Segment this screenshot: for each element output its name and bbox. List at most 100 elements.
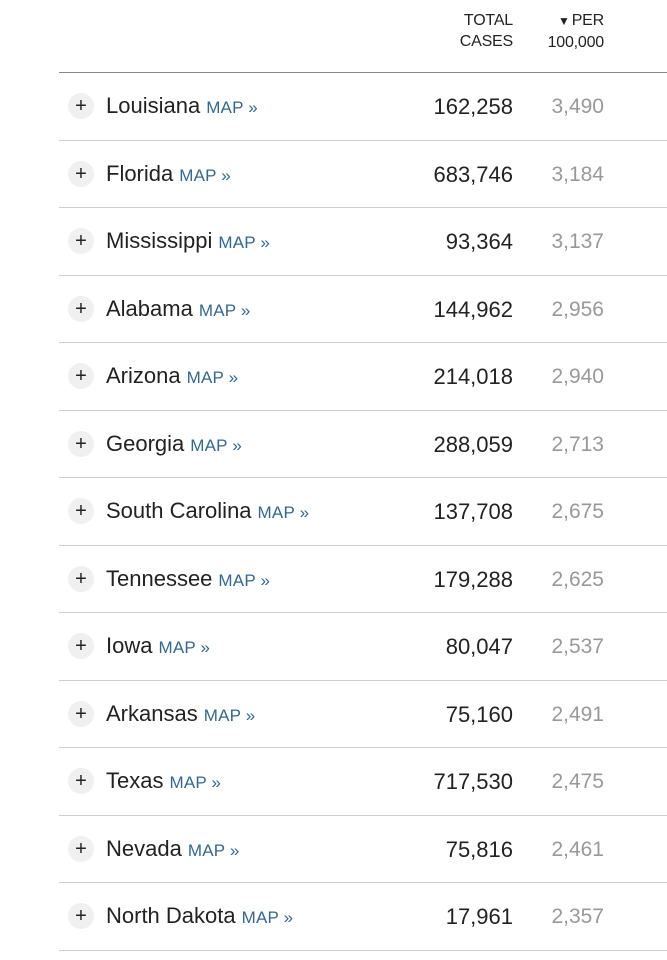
map-link[interactable]: MAP »	[241, 908, 294, 927]
state-name-cell: North Dakota MAP »	[106, 902, 293, 932]
state-name-cell: Tennessee MAP »	[106, 565, 270, 595]
plus-icon[interactable]: +	[68, 295, 94, 322]
map-link[interactable]: MAP »	[179, 165, 231, 185]
per-100000-value: 2,940	[551, 365, 604, 388]
state-name-cell: Iowa MAP »	[106, 632, 210, 662]
state-name: Florida	[106, 160, 174, 186]
total-cases-value: 683,746	[433, 161, 513, 187]
per-100000-value: 2,461	[551, 837, 604, 861]
total-cases-value: 80,047	[445, 634, 513, 659]
map-link[interactable]: MAP »	[218, 233, 271, 252]
state-name: Mississippi	[106, 228, 213, 253]
state-name: Georgia	[106, 430, 185, 456]
per-100000-value: 2,625	[551, 567, 604, 591]
total-cases-value: 17,961	[445, 904, 513, 929]
state-name-cell: Nevada MAP »	[106, 835, 240, 865]
per-header-line1: PER	[571, 12, 605, 29]
column-header-total-cases[interactable]: TOTAL CASES	[460, 10, 513, 52]
plus-icon[interactable]: +	[68, 903, 94, 929]
per-100000-value: 2,491	[551, 702, 604, 726]
state-name: Nevada	[106, 835, 182, 861]
table-row: + Arkansas MAP » 75,160 2,491	[59, 681, 667, 748]
state-name-cell: Arizona MAP »	[106, 362, 238, 392]
table-row: + Georgia MAP » 288,059 2,713	[59, 411, 667, 478]
total-cases-value: 75,816	[445, 836, 513, 862]
total-cases-value: 162,258	[433, 94, 513, 119]
total-cases-value: 75,160	[445, 701, 513, 727]
state-name-cell: Mississippi MAP »	[106, 227, 270, 257]
state-name-cell: Georgia MAP »	[106, 430, 242, 460]
table-row: + South Carolina MAP » 137,708 2,675	[59, 478, 667, 546]
plus-icon[interactable]: +	[68, 93, 94, 119]
plus-icon[interactable]: +	[68, 160, 94, 187]
map-link[interactable]: MAP »	[186, 368, 239, 387]
state-name: Arizona	[106, 363, 181, 388]
per-header-line2: 100,000	[547, 34, 605, 51]
map-link[interactable]: MAP »	[218, 570, 271, 590]
total-cases-value: 288,059	[433, 431, 513, 457]
total-header-line1: TOTAL	[463, 12, 513, 29]
plus-icon[interactable]: +	[68, 835, 94, 862]
per-100000-value: 2,675	[551, 500, 604, 523]
state-name-cell: Alabama MAP »	[106, 295, 251, 325]
table-row: + Nevada MAP » 75,816 2,461	[59, 816, 667, 883]
state-name-cell: Arkansas MAP »	[106, 700, 255, 730]
per-100000-value: 2,357	[551, 905, 604, 928]
map-link[interactable]: MAP »	[198, 300, 251, 320]
table-row: + Mississippi MAP » 93,364 3,137	[59, 208, 667, 276]
state-name: South Carolina	[106, 498, 252, 523]
plus-icon[interactable]: +	[68, 700, 94, 727]
per-100000-value: 2,475	[551, 770, 604, 793]
total-cases-value: 137,708	[433, 499, 513, 524]
map-link[interactable]: MAP »	[158, 638, 211, 657]
table-row: + Alabama MAP » 144,962 2,956	[59, 276, 667, 343]
plus-icon[interactable]: +	[68, 633, 94, 659]
table-row: + Louisiana MAP » 162,258 3,490	[59, 73, 667, 141]
per-100000-value: 3,184	[551, 162, 604, 186]
table-header: TOTAL CASES ▼ PER 100,000	[0, 0, 667, 73]
total-cases-value: 214,018	[433, 364, 513, 389]
column-header-per-100000[interactable]: ▼ PER 100,000	[547, 10, 605, 53]
table-row: + Texas MAP » 717,530 2,475	[59, 748, 667, 816]
map-link[interactable]: MAP »	[190, 435, 242, 455]
plus-icon[interactable]: +	[68, 565, 94, 592]
plus-icon[interactable]: +	[68, 498, 94, 524]
state-name-cell: Texas MAP »	[106, 767, 221, 797]
plus-icon[interactable]: +	[68, 363, 94, 389]
state-name-cell: South Carolina MAP »	[106, 497, 309, 527]
state-cases-table: + Louisiana MAP » 162,258 3,490 + Florida…	[59, 72, 667, 951]
state-name: Alabama	[106, 295, 193, 321]
state-name: Louisiana	[106, 93, 201, 118]
state-name-cell: Louisiana MAP »	[106, 92, 258, 122]
table-row: + Tennessee MAP » 179,288 2,625	[59, 546, 667, 613]
per-100000-value: 2,713	[551, 432, 604, 456]
state-name: Tennessee	[106, 565, 213, 591]
plus-icon[interactable]: +	[68, 228, 94, 254]
total-header-line2: CASES	[459, 33, 513, 50]
per-100000-value: 3,137	[551, 230, 604, 253]
plus-icon[interactable]: +	[68, 768, 94, 794]
map-link[interactable]: MAP »	[203, 705, 256, 725]
table-row: + Florida MAP » 683,746 3,184	[59, 141, 667, 208]
table-row: + Iowa MAP » 80,047 2,537	[59, 613, 667, 681]
state-name: North Dakota	[106, 903, 236, 928]
total-cases-value: 93,364	[445, 229, 513, 254]
map-link[interactable]: MAP »	[206, 98, 258, 117]
plus-icon[interactable]: +	[68, 430, 94, 457]
total-cases-value: 179,288	[433, 566, 513, 592]
table-row: + Arizona MAP » 214,018 2,940	[59, 343, 667, 411]
sort-down-arrow-icon: ▼	[558, 14, 570, 28]
state-name: Arkansas	[106, 700, 198, 726]
state-name: Iowa	[106, 633, 153, 658]
total-cases-value: 144,962	[433, 296, 513, 322]
map-link[interactable]: MAP »	[169, 773, 222, 792]
per-100000-value: 2,537	[551, 635, 604, 658]
map-link[interactable]: MAP »	[187, 840, 240, 860]
total-cases-value: 717,530	[433, 769, 513, 794]
per-100000-value: 3,490	[551, 95, 604, 118]
per-100000-value: 2,956	[551, 297, 604, 321]
map-link[interactable]: MAP »	[257, 503, 310, 522]
table-row: + North Dakota MAP » 17,961 2,357	[59, 883, 667, 951]
state-name-cell: Florida MAP »	[106, 160, 231, 190]
state-name: Texas	[106, 768, 164, 793]
